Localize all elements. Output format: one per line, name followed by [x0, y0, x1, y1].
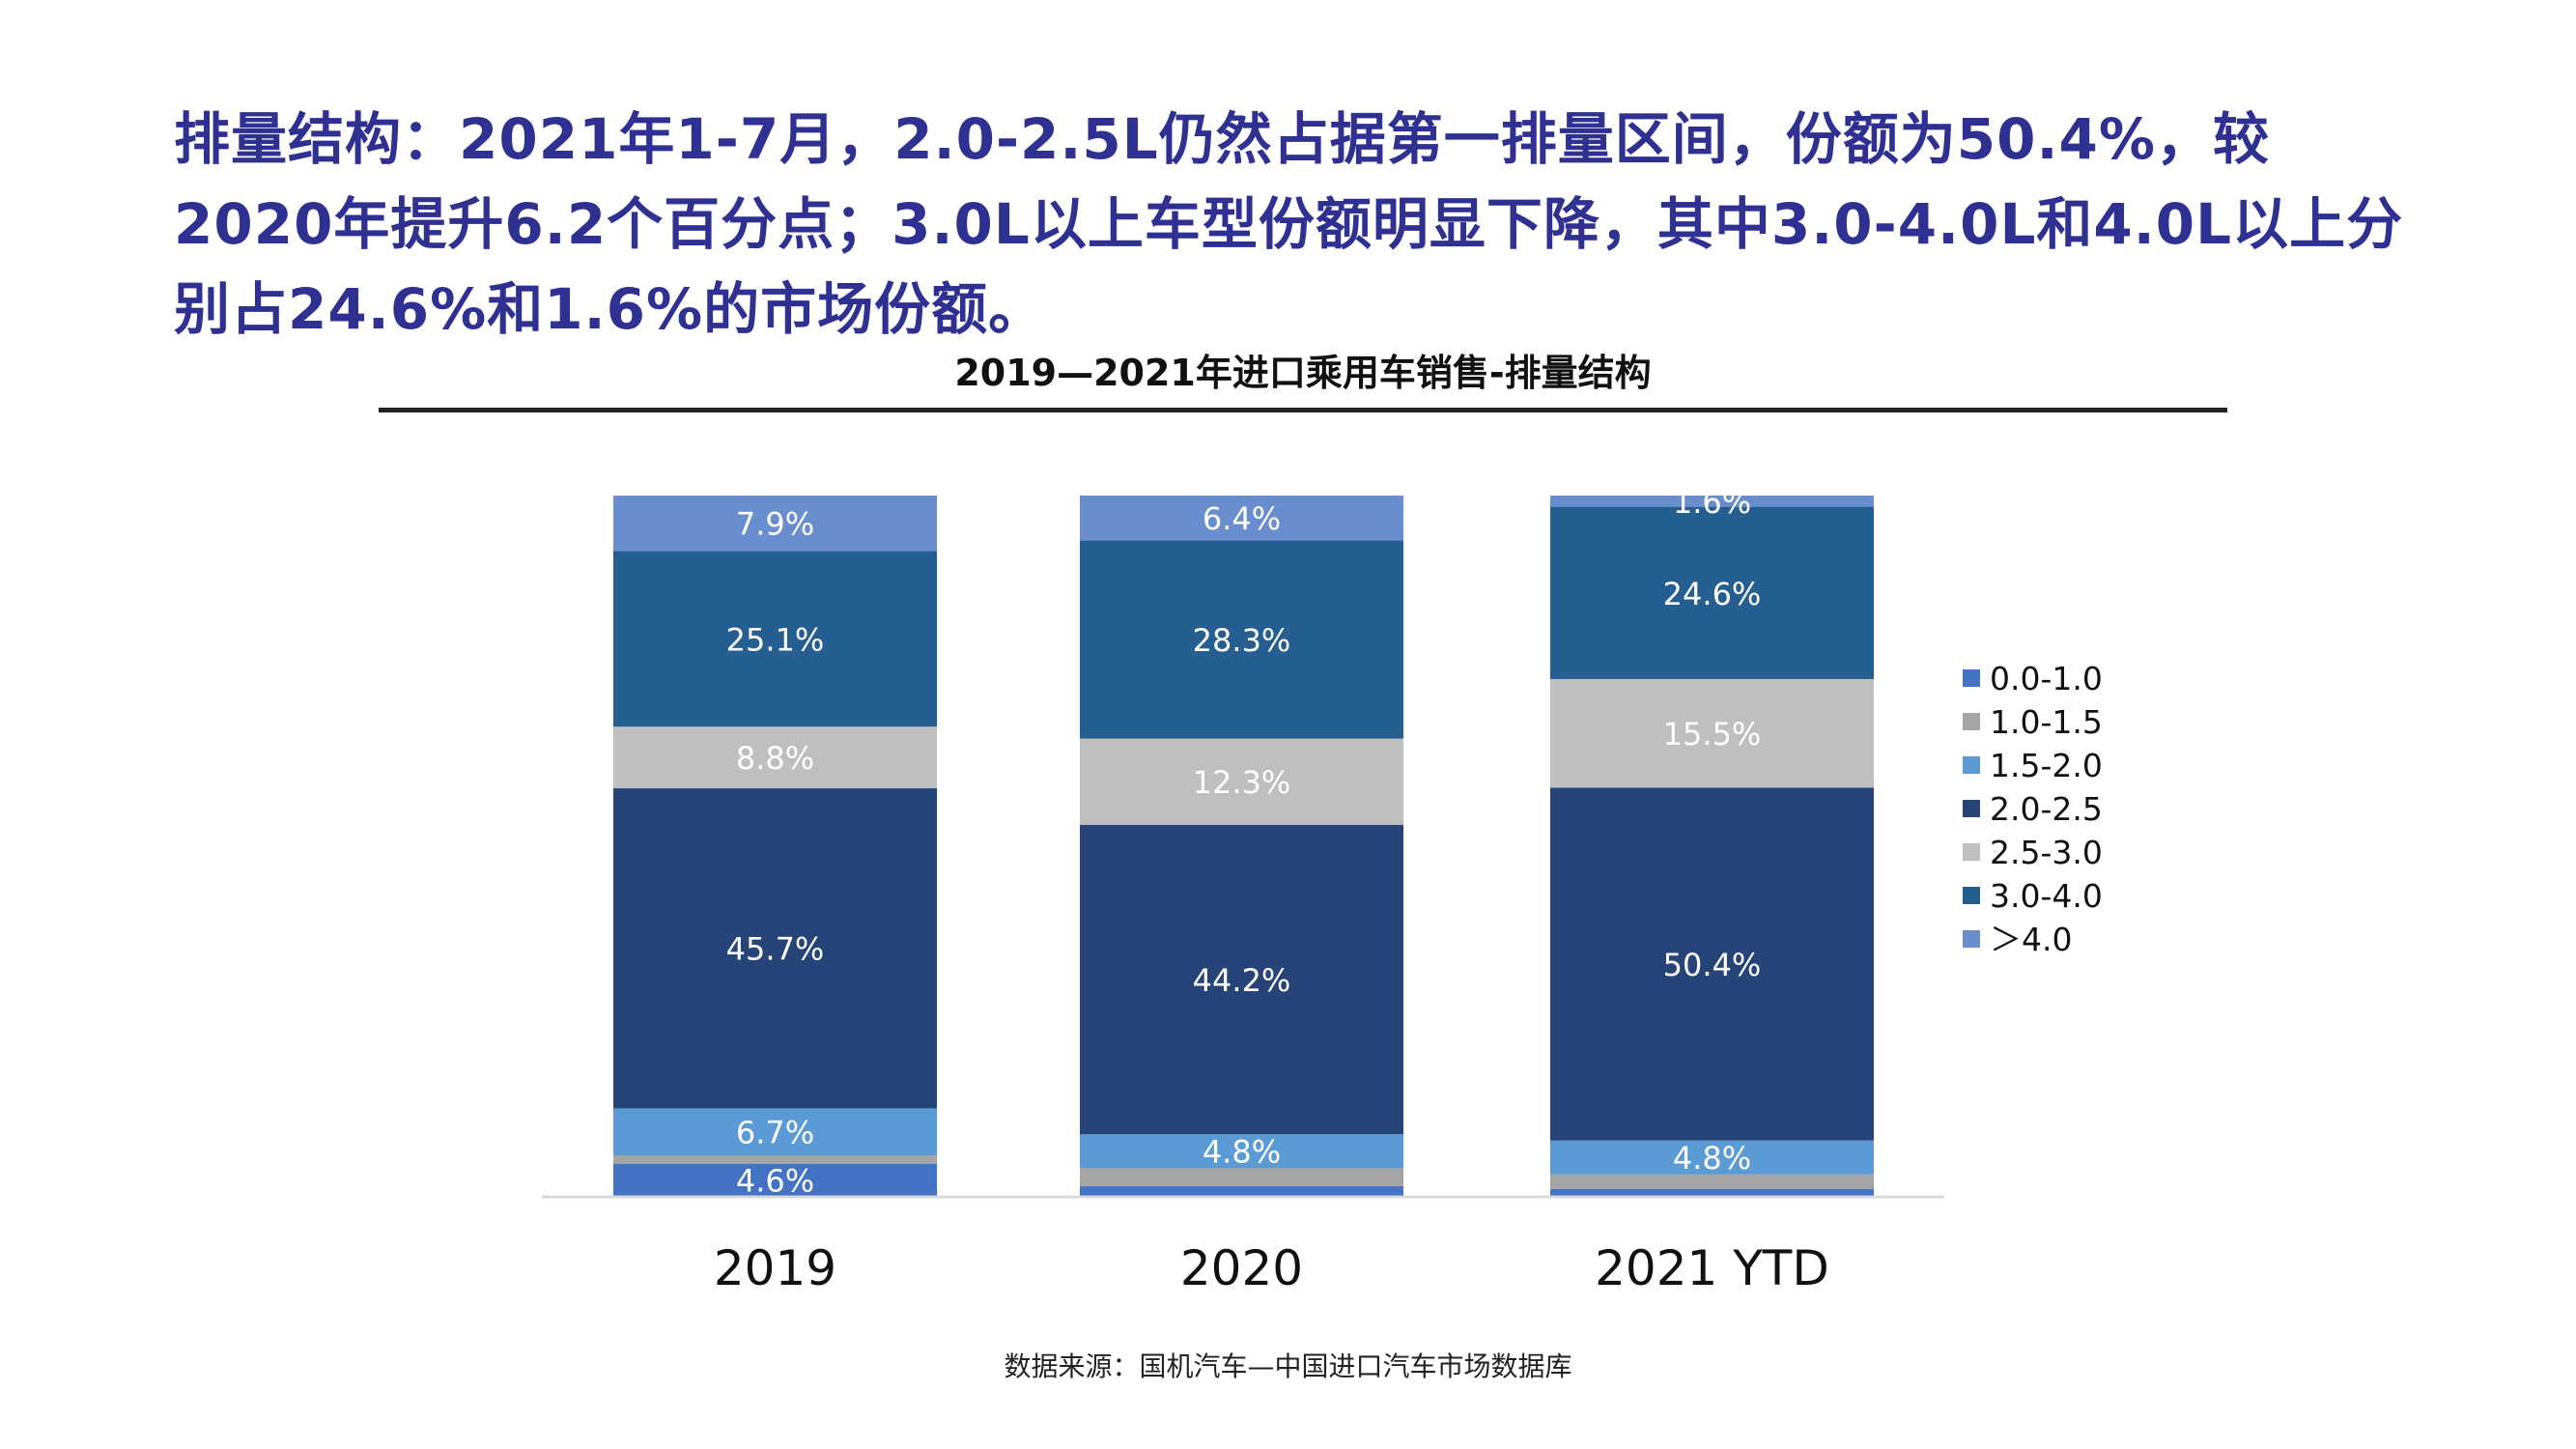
data-label: 44.2%: [1193, 962, 1291, 999]
bar-segment-1.0-1.5-2019: [613, 1154, 937, 1164]
data-label: 25.1%: [726, 621, 825, 658]
bar-segment-0.0-1.0-2020: [1080, 1185, 1403, 1196]
bar-segment-1.0-1.5-2021-YTD: [1550, 1174, 1874, 1189]
bar-segment-2.0-2.5-2021-YTD: [1550, 787, 1874, 1141]
data-label: 1.6%: [1673, 484, 1751, 521]
bar-segment-2.5-3.0-2021-YTD: [1550, 678, 1874, 788]
data-label: 6.4%: [1203, 500, 1281, 537]
legend-swatch: [1963, 756, 1980, 774]
bar-segment-1.5-2.0-2021-YTD: [1550, 1140, 1874, 1175]
data-label: 4.6%: [736, 1162, 814, 1199]
bar-segment-1.0-1.5-2020: [1080, 1168, 1403, 1186]
bar-segment-2.5-3.0-2020: [1080, 738, 1403, 825]
headline: 排量结构：2021年1-7月，2.0-2.5L仍然占据第一排量区间，份额为50.…: [174, 106, 2404, 342]
bar-segment-gt4.0-2019: [613, 496, 937, 552]
title-divider: [379, 408, 2227, 412]
legend-swatch: [1963, 843, 1980, 861]
source-note: 数据来源：国机汽车—中国进口汽车市场数据库: [1004, 1350, 1572, 1382]
data-label: 24.6%: [1663, 576, 1762, 612]
legend-label: 1.0-1.5: [1990, 703, 2103, 741]
bar-segment-2.0-2.5-2019: [613, 788, 937, 1109]
x-tick-label: 2019: [714, 1240, 836, 1296]
legend-swatch: [1963, 930, 1980, 948]
chart-title: 2019—2021年进口乘用车销售-排量结构: [954, 352, 1652, 394]
label-mask: [522, 1198, 1970, 1236]
bar-segment-gt4.0-2020: [1080, 496, 1403, 541]
legend-label: 0.0-1.0: [1990, 660, 2103, 697]
legend-label: 2.0-2.5: [1990, 790, 2103, 828]
legend-label: 2.5-3.0: [1990, 834, 2103, 871]
legend-swatch: [1963, 800, 1980, 817]
legend-swatch: [1963, 713, 1980, 730]
data-label: 12.3%: [1193, 764, 1291, 801]
data-label: 7.9%: [736, 506, 814, 543]
legend-swatch: [1963, 669, 1980, 687]
legend-label: ＞4.0: [1990, 921, 2072, 958]
legend-swatch: [1963, 887, 1980, 904]
data-label: 15.5%: [1663, 716, 1762, 753]
data-label: 50.4%: [1663, 947, 1762, 983]
bar-segment-2.5-3.0-2019: [613, 726, 937, 789]
bar-segment-0.0-1.0-2019: [613, 1163, 937, 1196]
x-tick-label: 2020: [1180, 1240, 1303, 1296]
bar-segment-3.0-4.0-2019: [613, 551, 937, 727]
data-label: 8.8%: [736, 740, 814, 777]
bar-segment-3.0-4.0-2021-YTD: [1550, 506, 1874, 679]
bar-segment-1.5-2.0-2019: [613, 1108, 937, 1155]
bar-segment-gt4.0-2021-YTD: [1550, 496, 1874, 507]
data-label: 4.8%: [1673, 1140, 1751, 1177]
x-tick-label: 2021 YTD: [1595, 1240, 1829, 1296]
legend-label: 3.0-4.0: [1990, 877, 2103, 915]
bar-segment-1.5-2.0-2020: [1080, 1134, 1403, 1168]
data-label: 6.7%: [736, 1115, 814, 1151]
data-label: 28.3%: [1193, 622, 1291, 659]
bar-segment-3.0-4.0-2020: [1080, 540, 1403, 739]
data-label: 45.7%: [726, 931, 825, 968]
bar-segment-0.0-1.0-2021-YTD: [1550, 1188, 1874, 1196]
data-label: 4.8%: [1203, 1134, 1281, 1171]
legend-label: 1.5-2.0: [1990, 747, 2103, 784]
bar-segment-2.0-2.5-2020: [1080, 824, 1403, 1135]
